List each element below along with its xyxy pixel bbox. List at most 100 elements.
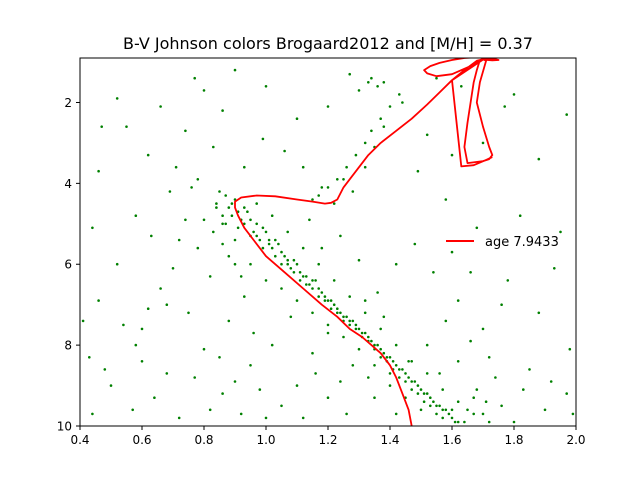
data-point: [425, 392, 429, 395]
data-point: [224, 194, 227, 197]
data-point: [571, 412, 575, 416]
x-tick-label: 1.8: [504, 433, 523, 447]
data-point: [261, 226, 265, 230]
data-point: [537, 157, 541, 161]
data-point: [363, 141, 367, 145]
data-point: [419, 408, 423, 412]
data-point: [261, 246, 265, 250]
data-point: [196, 178, 200, 181]
data-point: [270, 214, 274, 217]
data-point: [363, 165, 367, 169]
data-point: [323, 299, 327, 302]
data-point: [379, 327, 383, 331]
data-point: [456, 299, 460, 302]
data-point: [475, 388, 479, 391]
data-point: [311, 311, 314, 315]
data-point: [363, 311, 367, 315]
data-point: [202, 89, 206, 92]
data-point: [326, 323, 330, 327]
data-point: [382, 81, 386, 84]
data-point: [332, 303, 336, 307]
data-point: [450, 250, 454, 254]
data-point: [351, 190, 355, 193]
data-point: [444, 198, 448, 201]
data-point: [159, 287, 162, 290]
data-point: [267, 238, 271, 242]
data-point: [357, 258, 361, 262]
data-point: [218, 356, 221, 359]
data-point: [230, 202, 234, 205]
data-point: [215, 202, 218, 205]
data-point: [379, 347, 383, 351]
data-point: [432, 400, 435, 404]
data-point: [146, 307, 150, 311]
data-point: [484, 400, 488, 404]
data-point: [236, 226, 240, 230]
data-point: [301, 165, 305, 169]
data-point: [140, 360, 144, 363]
data-point: [339, 234, 342, 238]
data-point: [115, 262, 119, 266]
data-point: [345, 412, 348, 416]
data-point: [280, 287, 283, 290]
data-point: [177, 416, 181, 420]
data-point: [326, 396, 330, 400]
data-point: [305, 283, 308, 286]
data-point: [125, 125, 128, 128]
data-point: [348, 323, 352, 327]
data-point: [382, 125, 386, 128]
data-point: [388, 384, 392, 387]
data-point: [270, 343, 274, 347]
isochrone-line: [234, 58, 500, 426]
y-axis: 2 4 6 8 10: [57, 96, 80, 434]
data-point: [311, 351, 314, 355]
data-point: [289, 267, 293, 270]
data-point: [289, 315, 293, 319]
data-point: [425, 133, 429, 137]
data-point: [429, 404, 432, 408]
data-point: [345, 315, 348, 319]
x-tick-label: 2.0: [566, 433, 585, 447]
data-point: [243, 222, 246, 226]
data-point: [537, 311, 541, 315]
data-point: [351, 319, 355, 323]
data-point: [487, 420, 491, 424]
data-point: [221, 214, 224, 217]
data-point: [311, 287, 314, 290]
data-point: [193, 376, 196, 379]
data-point: [202, 218, 206, 222]
data-point: [363, 299, 367, 302]
data-point: [336, 178, 339, 181]
data-point: [305, 275, 308, 278]
data-point: [367, 376, 370, 379]
data-point: [264, 279, 268, 282]
data-point: [215, 206, 218, 209]
data-point: [109, 384, 113, 387]
data-point: [131, 408, 134, 412]
data-point: [255, 202, 258, 205]
data-point: [221, 109, 224, 112]
data-point: [264, 230, 268, 234]
data-point: [277, 242, 280, 246]
data-point: [367, 81, 370, 84]
data-point: [410, 380, 414, 383]
data-point: [466, 408, 469, 412]
data-point: [258, 238, 262, 242]
data-point: [221, 392, 224, 395]
data-point: [351, 364, 355, 367]
data-point: [329, 299, 333, 302]
data-point: [270, 246, 274, 250]
data-point: [391, 360, 395, 363]
data-point: [97, 169, 100, 173]
data-point: [394, 364, 398, 367]
data-point: [187, 311, 190, 315]
x-tick-label: 1.4: [380, 433, 399, 447]
data-point: [416, 392, 420, 395]
data-point: [317, 295, 321, 298]
x-axis: 0.4 0.6 0.8 1.0 1.2 1.4 1.6 1.8 2.0: [70, 426, 586, 447]
scatter-series: [81, 68, 575, 424]
data-point: [410, 388, 414, 391]
data-point: [286, 230, 290, 234]
legend: age 7.9433: [446, 235, 559, 250]
